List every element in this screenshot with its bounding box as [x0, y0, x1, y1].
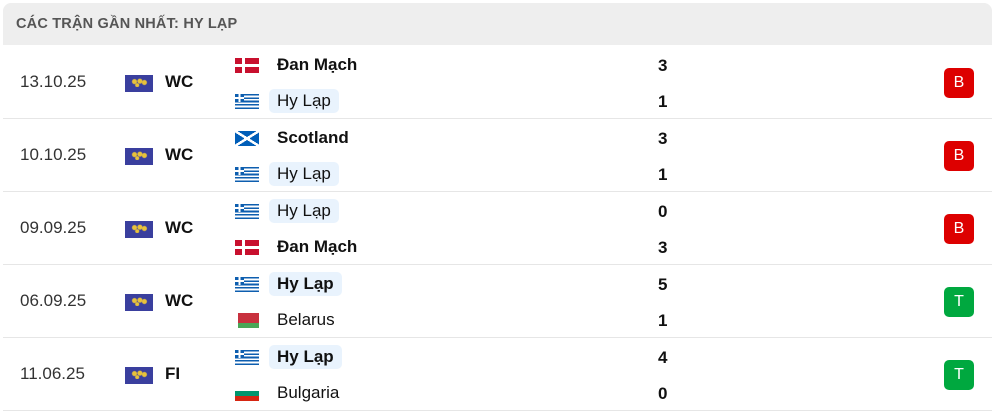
team-home: Hy Lạp — [235, 344, 342, 370]
greece-flag-icon — [235, 166, 259, 182]
team-name[interactable]: Hy Lạp — [269, 199, 339, 223]
world-map-icon — [125, 294, 153, 311]
team-name[interactable]: Đan Mạch — [277, 55, 358, 74]
team-name[interactable]: Belarus — [277, 310, 335, 329]
team-away: Belarus — [235, 307, 343, 333]
home-score: 0 — [658, 202, 668, 221]
win-badge: T — [944, 287, 974, 317]
match-row[interactable]: 10.10.25 WC Scotland Hy Lạp 3 1 B — [3, 119, 992, 192]
competition-label: FI — [165, 364, 181, 383]
match-row[interactable]: 09.09.25 WC Hy Lạp Đan Mạch 0 3 B — [3, 192, 992, 265]
away-score: 1 — [658, 92, 668, 111]
home-score: 4 — [658, 348, 668, 367]
world-map-icon — [125, 221, 153, 238]
match-date: 11.06.25 — [20, 364, 85, 383]
greece-flag-icon — [235, 93, 259, 109]
denmark-flag-icon — [235, 239, 259, 255]
team-home: Đan Mạch — [235, 52, 365, 78]
loss-badge: B — [944, 68, 974, 98]
team-name[interactable]: Scotland — [277, 128, 349, 147]
greece-flag-icon — [235, 276, 259, 292]
section-header: CÁC TRẬN GẦN NHẤT: HY LẠP — [3, 3, 992, 45]
team-away: Đan Mạch — [235, 234, 365, 260]
competition-label: WC — [165, 145, 194, 164]
world-map-icon — [125, 367, 153, 384]
home-score: 5 — [658, 275, 668, 294]
scotland-flag-icon — [235, 130, 259, 146]
bulgaria-flag-icon — [235, 385, 259, 401]
world-map-icon — [125, 148, 153, 165]
match-date: 13.10.25 — [20, 72, 87, 91]
team-home: Hy Lạp — [235, 271, 342, 297]
team-away: Bulgaria — [235, 380, 347, 406]
team-name[interactable]: Bulgaria — [277, 383, 340, 402]
away-score: 3 — [658, 238, 668, 257]
competition-label: WC — [165, 72, 194, 91]
competition-label: WC — [165, 218, 194, 237]
team-home: Hy Lạp — [235, 198, 339, 224]
match-date: 09.09.25 — [20, 218, 87, 237]
home-score: 3 — [658, 129, 668, 148]
denmark-flag-icon — [235, 57, 259, 73]
match-date: 06.09.25 — [20, 291, 87, 310]
away-score: 0 — [658, 384, 668, 403]
greece-flag-icon — [235, 349, 259, 365]
match-row[interactable]: 11.06.25 FI Hy Lạp Bulgaria 4 0 T — [3, 338, 992, 411]
team-name[interactable]: Hy Lạp — [269, 162, 339, 186]
loss-badge: B — [944, 214, 974, 244]
team-home: Scotland — [235, 125, 357, 151]
away-score: 1 — [658, 165, 668, 184]
team-away: Hy Lạp — [235, 161, 339, 187]
away-score: 1 — [658, 311, 668, 330]
competition-label: WC — [165, 291, 194, 310]
loss-badge: B — [944, 141, 974, 171]
team-away: Hy Lạp — [235, 88, 339, 114]
team-name[interactable]: Hy Lạp — [269, 345, 342, 369]
team-name[interactable]: Hy Lạp — [269, 89, 339, 113]
greece-flag-icon — [235, 203, 259, 219]
match-row[interactable]: 06.09.25 WC Hy Lạp Belarus 5 1 T — [3, 265, 992, 338]
home-score: 3 — [658, 56, 668, 75]
team-name[interactable]: Hy Lạp — [269, 272, 342, 296]
win-badge: T — [944, 360, 974, 390]
world-map-icon — [125, 75, 153, 92]
belarus-flag-icon — [235, 312, 259, 328]
match-row[interactable]: 13.10.25 WC Đan Mạch Hy Lạp 3 1 B — [3, 46, 992, 119]
match-date: 10.10.25 — [20, 145, 87, 164]
team-name[interactable]: Đan Mạch — [277, 237, 358, 256]
